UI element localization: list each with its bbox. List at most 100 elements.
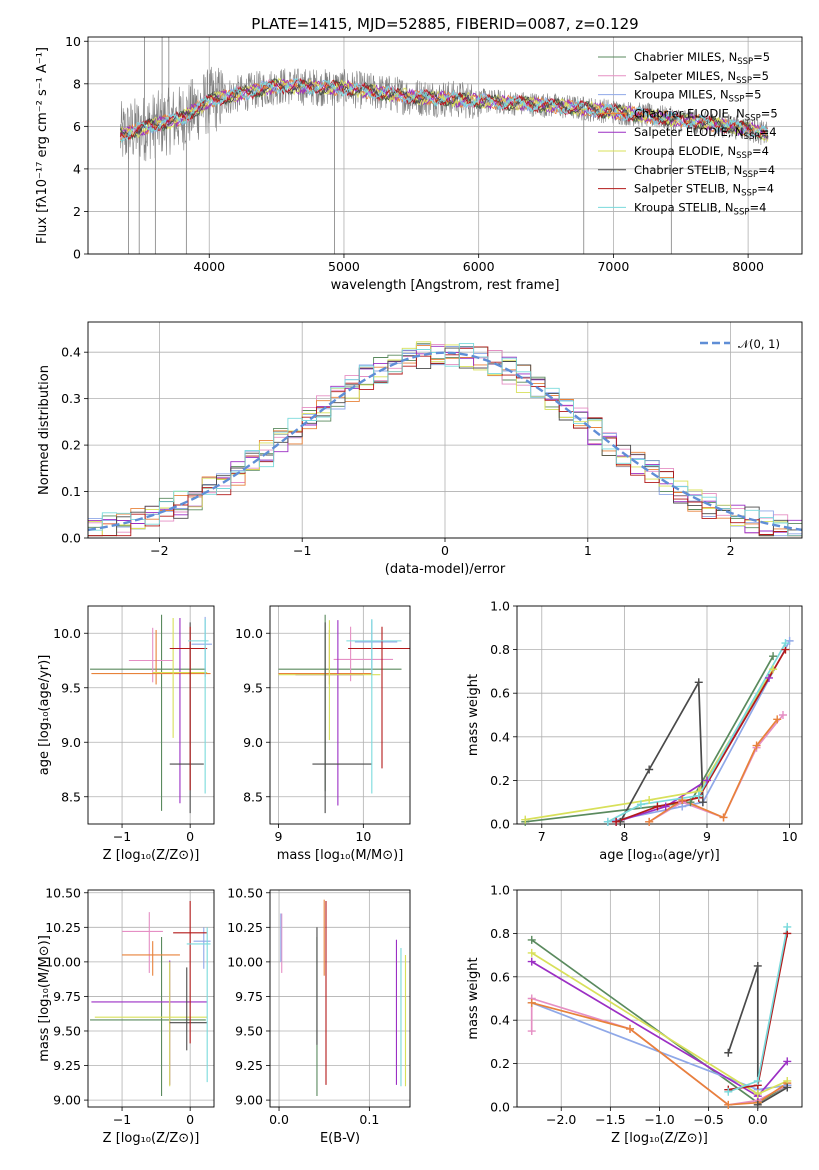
x-tick-label: −1 [113, 1112, 131, 1127]
series-line-7 [619, 679, 704, 823]
x-tick-label: 0.0 [269, 1112, 289, 1127]
y-tick-label: 10.00 [45, 954, 81, 969]
model-spectrum-9 [119, 78, 769, 144]
legend-sub: SSP [737, 57, 753, 67]
series-marker [645, 796, 654, 805]
legend-name: Salpeter MILES, N [634, 69, 736, 83]
y-tick-label: 10.0 [235, 626, 263, 641]
legend-nssp: =4 [760, 125, 777, 139]
series-marker [764, 673, 773, 682]
series-marker [783, 922, 792, 931]
x-tick-label: −1.0 [644, 1112, 674, 1127]
series-marker [753, 961, 762, 970]
y-tick-label: 9.25 [235, 1058, 263, 1073]
gaussian-legend-label: 𝒩(0, 1) [738, 337, 780, 351]
legend-name: Chabrier MILES, N [634, 50, 737, 64]
histogram-9 [88, 342, 802, 537]
legend-name: Kroupa STELIB, N [634, 200, 734, 214]
y-tick-label: 10 [65, 34, 81, 49]
legend-sub: SSP [744, 132, 760, 142]
panel-spectrum: 4000 5000 6000 7000 8000 0 2 4 6 8 10 wavelength [A… [35, 34, 803, 293]
panel-age_vs_mass: 9 10 8.5 9.0 9.5 10.0 mass [log₁₀(M/M⊙)] [235, 605, 411, 863]
legend-nssp: =5 [753, 50, 770, 64]
legend-label: Chabrier STELIB, NSSP=4 [634, 163, 775, 180]
y-tick-label: 0.2 [61, 438, 81, 453]
axes-frame [269, 605, 411, 825]
legend-label: Salpeter STELIB, NSSP=4 [634, 182, 774, 199]
legend-nssp: =4 [758, 163, 775, 177]
axes-frame [87, 36, 803, 255]
y-tick-label: 0.0 [61, 531, 81, 546]
legend-label: Chabrier ELODIE, NSSP=5 [634, 106, 778, 123]
series-marker [724, 1087, 733, 1096]
y-axis-label: Flux [fλ10⁻¹⁷ erg cm⁻² s⁻¹ A⁻¹] [35, 47, 50, 244]
y-tick-label: 10.50 [227, 885, 263, 900]
x-tick-label: 8 [620, 829, 628, 844]
series-marker [603, 817, 612, 826]
x-tick-label: −1 [293, 543, 311, 558]
legend-nssp: =5 [744, 88, 761, 102]
series-marker [678, 796, 687, 805]
legend-sub: SSP [745, 113, 761, 123]
legend-sub: SSP [734, 207, 750, 217]
x-tick-label: 9 [703, 829, 711, 844]
panel-mass_vs_Z: −1 0 9.00 9.25 9.50 9.75 10.00 10.25 10.50 Z [log… [37, 885, 215, 1146]
y-tick-label: 0 [73, 247, 81, 262]
series-line-8 [615, 649, 787, 823]
series-marker [645, 817, 654, 826]
x-tick-label: 0 [186, 1112, 194, 1127]
gaussian-curve [88, 351, 802, 532]
legend-name: Chabrier STELIB, N [634, 163, 742, 177]
y-tick-label: 9.75 [53, 989, 81, 1004]
legend-sub: SSP [736, 151, 752, 161]
series-marker [752, 741, 761, 750]
grid [88, 606, 214, 824]
plot-area [119, 37, 769, 254]
legend-name: Kroupa ELODIE, N [634, 144, 736, 158]
panel-mass_vs_EBV: 0.0 0.1 9.00 9.25 9.50 9.75 10.00 10.25 10.50 E(B… [227, 885, 411, 1146]
series-marker [653, 802, 662, 811]
plot-area [88, 341, 802, 537]
y-tick-label: 9.50 [235, 1023, 263, 1038]
series-marker [785, 636, 794, 645]
legend-label: Salpeter MILES, NSSP=5 [634, 69, 769, 86]
y-tick-label: 9.00 [53, 1093, 81, 1108]
y-tick-label: 9.5 [61, 680, 81, 695]
x-tick-label: −0.5 [693, 1112, 723, 1127]
x-tick-label: 2 [727, 543, 735, 558]
x-axis-label: Z [log₁₀(Z/Z⊙)] [611, 1131, 708, 1146]
y-tick-label: 10.25 [45, 920, 81, 935]
series-marker [753, 1076, 762, 1085]
plot-area [90, 901, 211, 1096]
legend-sub: SSP [729, 95, 745, 105]
series-marker [724, 1048, 733, 1057]
y-tick-label: 0.3 [61, 391, 81, 406]
grid [517, 605, 802, 825]
x-tick-label: 0.1 [359, 1112, 379, 1127]
x-axis-label: mass [log₁₀(M/M⊙)] [277, 848, 404, 863]
legend-nssp: =5 [752, 69, 769, 83]
panel-mass_weight_vs_age: 7 8 9 10 0.0 0.2 0.4 0.6 0.8 1.0 age [log₁₀(age/yr… [466, 599, 803, 863]
y-tick-label: 10.50 [45, 885, 81, 900]
y-tick-label: 0.0 [490, 817, 510, 832]
plot-area [90, 614, 212, 814]
legend-nssp: =4 [749, 200, 766, 214]
y-tick-label: 0.2 [490, 1056, 510, 1071]
grid [88, 890, 214, 1107]
legend-nssp: =5 [761, 106, 778, 120]
y-tick-label: 0.6 [490, 969, 510, 984]
y-tick-label: 10.25 [227, 920, 263, 935]
y-tick-label: 0.4 [490, 1013, 510, 1028]
plot-area [280, 899, 407, 1096]
model-spectrum-5 [119, 78, 769, 140]
x-tick-label: 6000 [463, 259, 495, 274]
y-tick-label: 0.8 [490, 926, 510, 941]
x-tick-label: 7 [538, 829, 546, 844]
series-marker [783, 1083, 792, 1092]
y-tick-label: 0.4 [490, 729, 510, 744]
x-tick-label: 4000 [193, 259, 225, 274]
x-axis-label: age [log₁₀(age/yr)] [599, 848, 720, 863]
legend-sub: SSP [741, 189, 757, 199]
x-axis-label: Z [log₁₀(Z/Z⊙)] [103, 1131, 200, 1146]
series-marker [645, 765, 654, 774]
